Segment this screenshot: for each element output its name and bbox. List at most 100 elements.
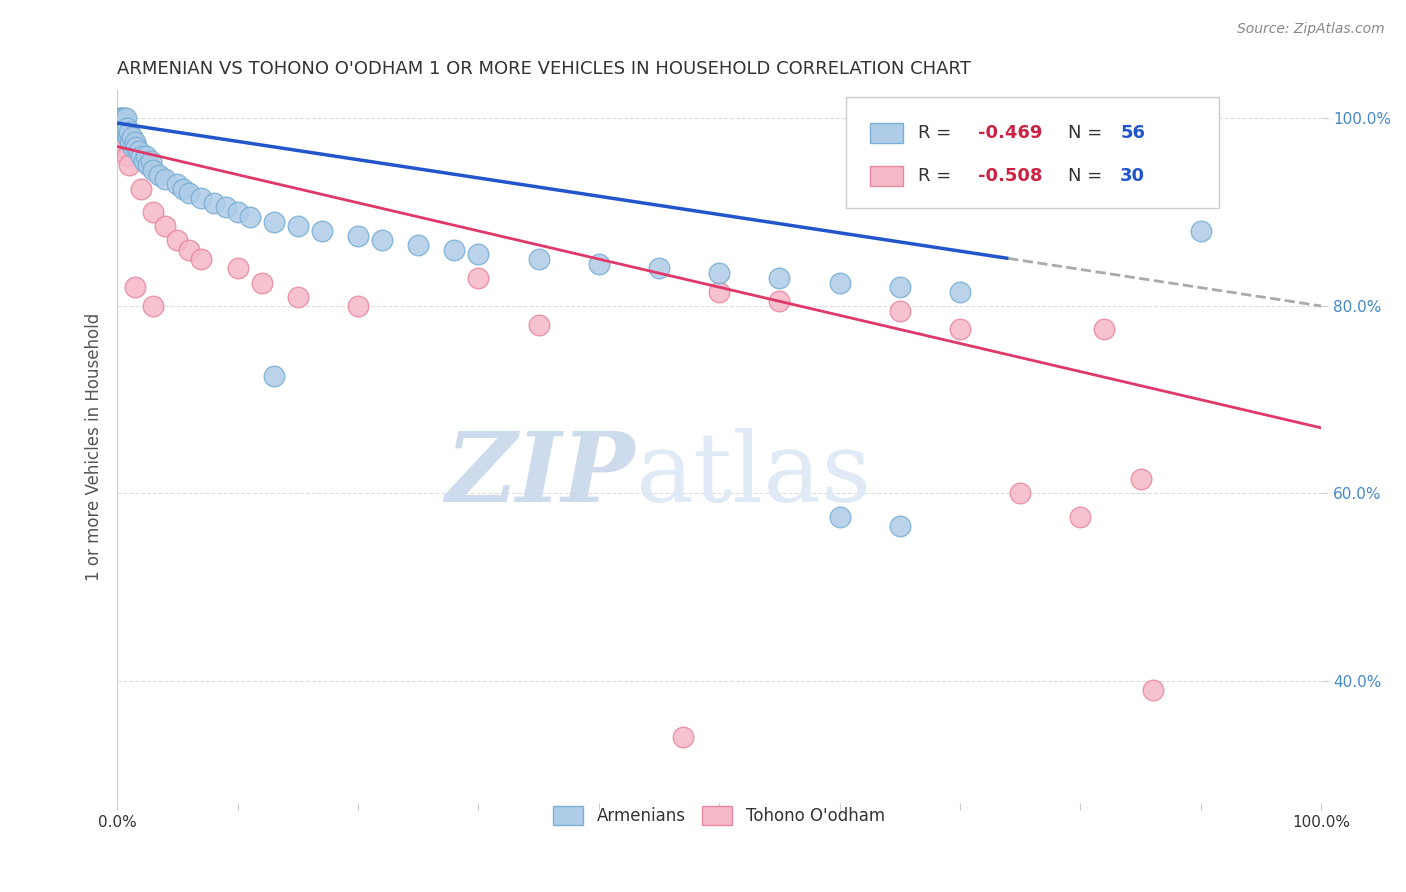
Point [129, 149, 152, 163]
Point [239, 210, 262, 224]
Point [287, 289, 309, 303]
Point [709, 285, 731, 299]
Text: N =: N = [1069, 167, 1108, 185]
Point [121, 130, 143, 145]
Point [135, 149, 157, 163]
Text: ARMENIAN VS TOHONO O'ODHAM 1 OR MORE VEHICLES IN HOUSEHOLD CORRELATION CHART: ARMENIAN VS TOHONO O'ODHAM 1 OR MORE VEH… [117, 60, 972, 78]
Point [111, 126, 134, 140]
Point [371, 233, 394, 247]
Point [138, 158, 160, 172]
Point [117, 130, 139, 145]
Point [142, 163, 165, 178]
Point [406, 238, 429, 252]
Point [709, 266, 731, 280]
FancyBboxPatch shape [870, 123, 904, 143]
Point [115, 120, 138, 135]
Point [111, 112, 134, 126]
Text: N =: N = [1069, 124, 1108, 142]
Point [132, 153, 155, 168]
Point [1189, 224, 1212, 238]
Point [148, 168, 170, 182]
Point [648, 261, 671, 276]
Point [111, 116, 134, 130]
Point [110, 112, 132, 126]
Point [467, 270, 489, 285]
Text: ZIP: ZIP [446, 428, 636, 522]
Point [114, 112, 136, 126]
Point [949, 322, 972, 336]
Point [110, 130, 132, 145]
Point [172, 182, 194, 196]
Point [1129, 472, 1152, 486]
Point [115, 126, 138, 140]
Point [128, 145, 150, 159]
Point [287, 219, 309, 234]
Point [112, 120, 135, 135]
Point [179, 243, 201, 257]
Text: atlas: atlas [636, 428, 870, 522]
Text: Source: ZipAtlas.com: Source: ZipAtlas.com [1237, 22, 1385, 37]
Point [588, 257, 610, 271]
Point [214, 201, 236, 215]
Point [443, 243, 465, 257]
Point [527, 252, 550, 266]
Point [202, 195, 225, 210]
Point [125, 139, 148, 153]
Point [112, 112, 135, 126]
Point [1142, 683, 1164, 698]
Point [155, 172, 177, 186]
Point [672, 731, 695, 745]
Point [124, 135, 146, 149]
FancyBboxPatch shape [870, 166, 904, 186]
Point [179, 186, 201, 201]
Point [190, 252, 212, 266]
Point [118, 126, 141, 140]
Point [347, 228, 370, 243]
Point [527, 318, 550, 332]
Point [166, 233, 188, 247]
Point [112, 116, 135, 130]
Point [949, 285, 972, 299]
Point [250, 276, 273, 290]
Point [226, 205, 249, 219]
Point [112, 139, 135, 153]
Point [120, 135, 142, 149]
Point [142, 205, 165, 219]
Point [828, 510, 851, 524]
FancyBboxPatch shape [845, 97, 1219, 208]
Point [142, 299, 165, 313]
Y-axis label: 1 or more Vehicles in Household: 1 or more Vehicles in Household [86, 312, 103, 581]
Point [226, 261, 249, 276]
Point [263, 369, 285, 384]
Point [828, 276, 851, 290]
Legend: Armenians, Tohono O'odham: Armenians, Tohono O'odham [546, 798, 893, 834]
Point [110, 120, 132, 135]
Point [121, 139, 143, 153]
Point [114, 120, 136, 135]
Point [115, 149, 138, 163]
Point [263, 214, 285, 228]
Point [1094, 322, 1116, 336]
Point [347, 299, 370, 313]
Text: R =: R = [918, 167, 957, 185]
Point [190, 191, 212, 205]
Point [768, 294, 790, 309]
Point [889, 303, 911, 318]
Point [768, 270, 790, 285]
Point [139, 153, 162, 168]
Point [1010, 486, 1032, 500]
Point [118, 158, 141, 172]
Point [889, 280, 911, 294]
Point [124, 280, 146, 294]
Point [467, 247, 489, 261]
Point [155, 219, 177, 234]
Text: 56: 56 [1121, 124, 1144, 142]
Point [1069, 510, 1091, 524]
Point [108, 112, 131, 126]
Text: -0.508: -0.508 [979, 167, 1043, 185]
Point [311, 224, 333, 238]
Text: 30: 30 [1121, 167, 1144, 185]
Point [166, 177, 188, 191]
Point [112, 135, 135, 149]
Text: -0.469: -0.469 [979, 124, 1042, 142]
